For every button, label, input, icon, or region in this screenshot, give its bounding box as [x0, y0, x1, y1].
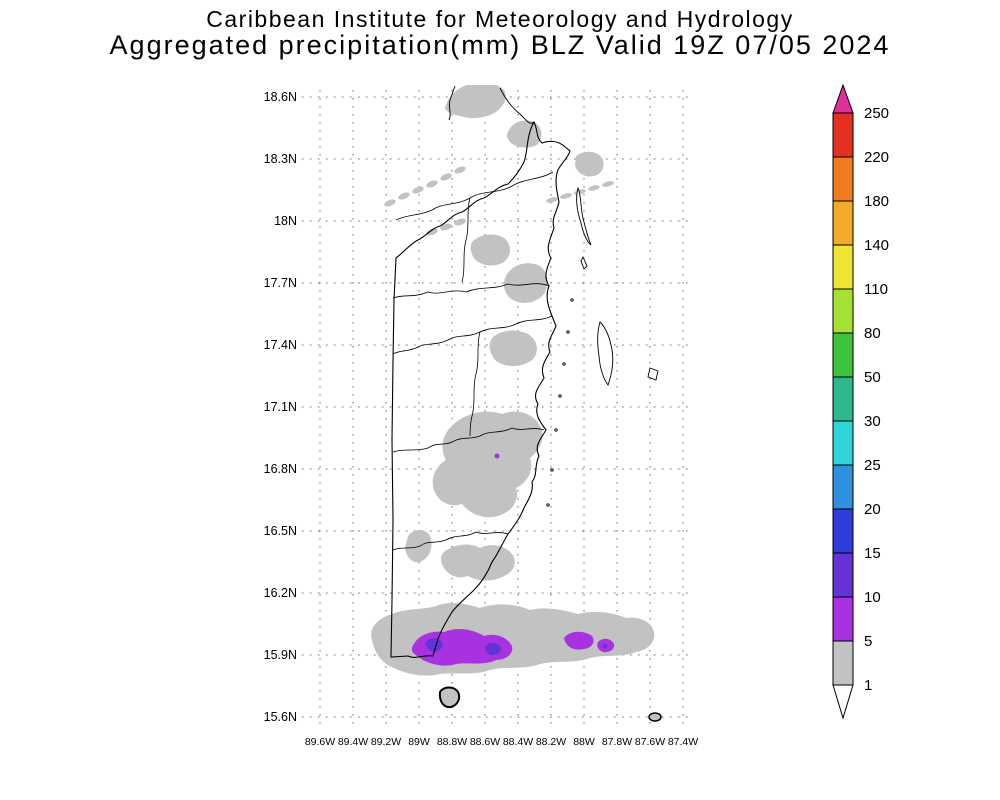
colorbar-segment	[832, 640, 854, 686]
lon-tick-label: 89W	[408, 736, 430, 748]
colorbar-segment	[832, 508, 854, 554]
colorbar-top-arrow	[832, 83, 854, 114]
colorbar-segment	[832, 464, 854, 510]
belize-precipitation-map	[302, 85, 688, 724]
precip-shading-gray	[371, 85, 662, 722]
colorbar-tick-labels: 250 220 180 140 110 80 50 30 25 20 15 10 5 1	[864, 105, 889, 694]
district-boundaries	[392, 171, 554, 551]
colorbar-tick-value: 1	[864, 677, 872, 694]
colorbar-tick-value: 140	[864, 237, 889, 254]
colorbar-segment	[832, 376, 854, 422]
colorbar-segment	[832, 288, 854, 334]
lon-tick-label: 89.6W	[304, 736, 336, 748]
lon-tick-label: 87.4W	[667, 736, 699, 748]
colorbar-segment	[832, 596, 854, 642]
colorbar-segment	[832, 552, 854, 598]
lat-tick-label: 17.1N	[263, 400, 297, 414]
colorbar-tick-value: 220	[864, 149, 889, 166]
colorbar-tick-value: 5	[864, 633, 872, 650]
colorbar-tick-value: 50	[864, 369, 881, 386]
colorbar-segment	[832, 156, 854, 202]
lon-tick-label: 88.2W	[535, 736, 567, 748]
lat-tick-label: 15.6N	[263, 710, 297, 724]
lon-tick-label: 88.4W	[502, 736, 534, 748]
lat-tick-label: 18.6N	[263, 90, 297, 104]
colorbar-tick-value: 15	[864, 545, 881, 562]
lat-tick-label: 17.7N	[263, 276, 297, 290]
mexico-coast-fragment	[448, 85, 535, 124]
lon-tick-label: 88.8W	[436, 736, 468, 748]
lat-tick-label: 15.9N	[263, 648, 297, 662]
precip-shading-violet	[425, 638, 608, 656]
offshore-cayes-outline	[546, 186, 659, 507]
colorbar-tick-value: 180	[864, 193, 889, 210]
colorbar-tick-value: 20	[864, 501, 881, 518]
lat-tick-label: 16.2N	[263, 586, 297, 600]
colorbar-tick-value: 25	[864, 457, 881, 474]
lat-tick-label: 18N	[274, 214, 297, 228]
precip-colorbar: 250 220 180 140 110 80 50 30 25 20 15 10 5 1	[832, 83, 889, 720]
colorbar-segments	[832, 112, 854, 686]
colorbar-tick-value: 110	[864, 281, 888, 298]
lat-tick-label: 17.4N	[263, 338, 297, 352]
lon-tick-label: 87.6W	[634, 736, 666, 748]
colorbar-segment	[832, 244, 854, 290]
lon-tick-label: 87.8W	[601, 736, 633, 748]
belize-coastline	[390, 120, 571, 658]
colorbar-tick-value: 30	[864, 413, 881, 430]
lon-tick-label: 89.4W	[337, 736, 369, 748]
colorbar-segment	[832, 420, 854, 466]
lon-tick-label: 88W	[573, 736, 595, 748]
colorbar-bottom-arrow	[832, 684, 854, 720]
colorbar-tick-value: 250	[864, 105, 889, 122]
colorbar-segment	[832, 112, 854, 158]
page-subtitle: Aggregated precipitation(mm) BLZ Valid 1…	[109, 30, 891, 60]
colorbar-tick-value: 80	[864, 325, 881, 342]
colorbar-segment	[832, 332, 854, 378]
lon-tick-label: 89.2W	[370, 736, 402, 748]
lat-tick-label: 16.8N	[263, 462, 297, 476]
page-title: Caribbean Institute for Meteorology and …	[206, 6, 794, 32]
lat-tick-label: 16.5N	[263, 524, 297, 538]
colorbar-segment	[832, 200, 854, 246]
lon-tick-label: 88.6W	[469, 736, 501, 748]
lat-tick-label: 18.3N	[263, 152, 297, 166]
colorbar-tick-value: 10	[864, 589, 881, 606]
